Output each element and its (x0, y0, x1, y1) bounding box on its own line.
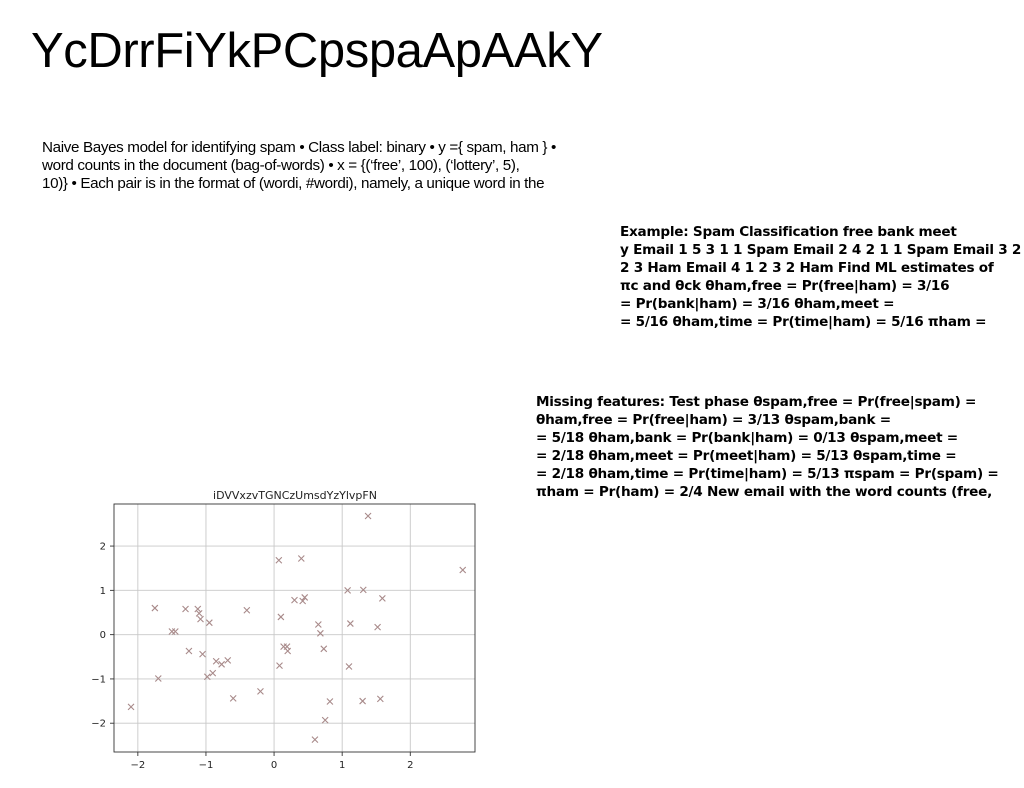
data-point (168, 628, 176, 635)
data-point (154, 675, 162, 682)
x-tick-label: 1 (339, 760, 345, 771)
body-line: 10)} • Each pair is in the format of (wo… (42, 175, 545, 192)
data-point (459, 566, 467, 574)
chart-title: iDVVxzvTGNCzUmsdYzYlvpFN (213, 489, 377, 502)
example-line: 2 3 Ham Email 4 1 2 3 2 Ham Find ML esti… (620, 260, 994, 276)
scatter-chart: iDVVxzvTGNCzUmsdYzYlvpFN −2 −1 0 1 2 −2 −1 0 1 2 (91, 489, 476, 771)
missing-line: = 2/18 θham,meet = Pr(meet|ham) = 5/13 θ… (536, 448, 957, 464)
data-point (284, 647, 292, 655)
example-line: = Pr(bank|ham) = 3/16 θham,meet = (620, 296, 895, 312)
x-tick-label: −2 (130, 760, 145, 771)
data-point (197, 615, 204, 623)
x-tick-label: −1 (199, 760, 214, 771)
y-tick-label: 2 (100, 542, 106, 553)
data-point (320, 645, 328, 653)
data-point (209, 669, 217, 677)
data-point (297, 555, 305, 562)
y-tick-label: −2 (91, 719, 106, 730)
data-point (276, 662, 283, 670)
data-point (345, 663, 353, 670)
data-point (346, 620, 354, 627)
data-point (374, 623, 381, 631)
missing-line: πham = Pr(ham) = 2/4 New email with the … (536, 484, 993, 500)
data-point (359, 697, 367, 705)
example-block: Example: Spam Classification free bank m… (620, 223, 1021, 331)
data-point (299, 597, 307, 605)
example-line: Example: Spam Classification free bank m… (620, 224, 957, 240)
data-point (314, 621, 322, 628)
data-point (185, 647, 193, 655)
data-point (195, 609, 203, 617)
y-tick-label: 1 (100, 586, 106, 597)
y-tick-label: 0 (100, 630, 106, 641)
example-line: y Email 1 5 3 1 1 Spam Email 2 4 2 1 1 S… (620, 242, 1022, 258)
data-point (243, 606, 251, 614)
data-point (203, 673, 211, 681)
data-point (316, 629, 324, 637)
body-line: word counts in the document (bag-of-word… (42, 157, 520, 174)
data-point (359, 586, 367, 594)
data-point (301, 594, 309, 601)
data-point (171, 628, 179, 635)
x-tick-label: 2 (407, 760, 413, 771)
data-point (205, 619, 213, 627)
data-point (212, 657, 220, 665)
example-line: πc and θck θham,free = Pr(free|ham) = 3/… (620, 278, 950, 294)
data-point (194, 605, 202, 613)
data-point (127, 703, 135, 711)
missing-line: θham,free = Pr(free|ham) = 3/13 θspam,ba… (536, 412, 891, 428)
data-point (199, 650, 206, 658)
data-point (376, 695, 384, 703)
x-tick-label: 0 (271, 760, 277, 771)
page-title: YcDrrFiYkPCpspaApAAkY (31, 24, 603, 78)
data-point (326, 698, 334, 705)
data-point (151, 604, 159, 612)
data-point (311, 736, 319, 743)
data-point (224, 656, 232, 664)
body-text: Naive Bayes model for identifying spam •… (42, 139, 627, 193)
missing-line: Missing features: Test phase θspam,free … (536, 394, 977, 410)
data-point (291, 596, 298, 604)
data-point (364, 512, 372, 520)
data-point (277, 613, 285, 621)
data-point (378, 594, 386, 602)
data-point (218, 660, 226, 668)
plot-frame (113, 503, 476, 753)
missing-line: = 5/18 θham,bank = Pr(bank|ham) = 0/13 θ… (536, 430, 958, 446)
example-line: = 5/16 θham,time = Pr(time|ham) = 5/16 π… (620, 314, 987, 330)
data-point (257, 687, 264, 695)
data-point (321, 716, 329, 724)
data-point (275, 556, 283, 564)
data-point (229, 695, 237, 702)
data-point (344, 586, 352, 594)
body-line: Naive Bayes model for identifying spam •… (42, 139, 556, 156)
missing-features-block: Missing features: Test phase θspam,free … (536, 393, 999, 501)
data-point (182, 605, 189, 613)
missing-line: = 2/18 θham,time = Pr(time|ham) = 5/13 π… (536, 466, 999, 482)
y-tick-label: −1 (91, 674, 106, 685)
